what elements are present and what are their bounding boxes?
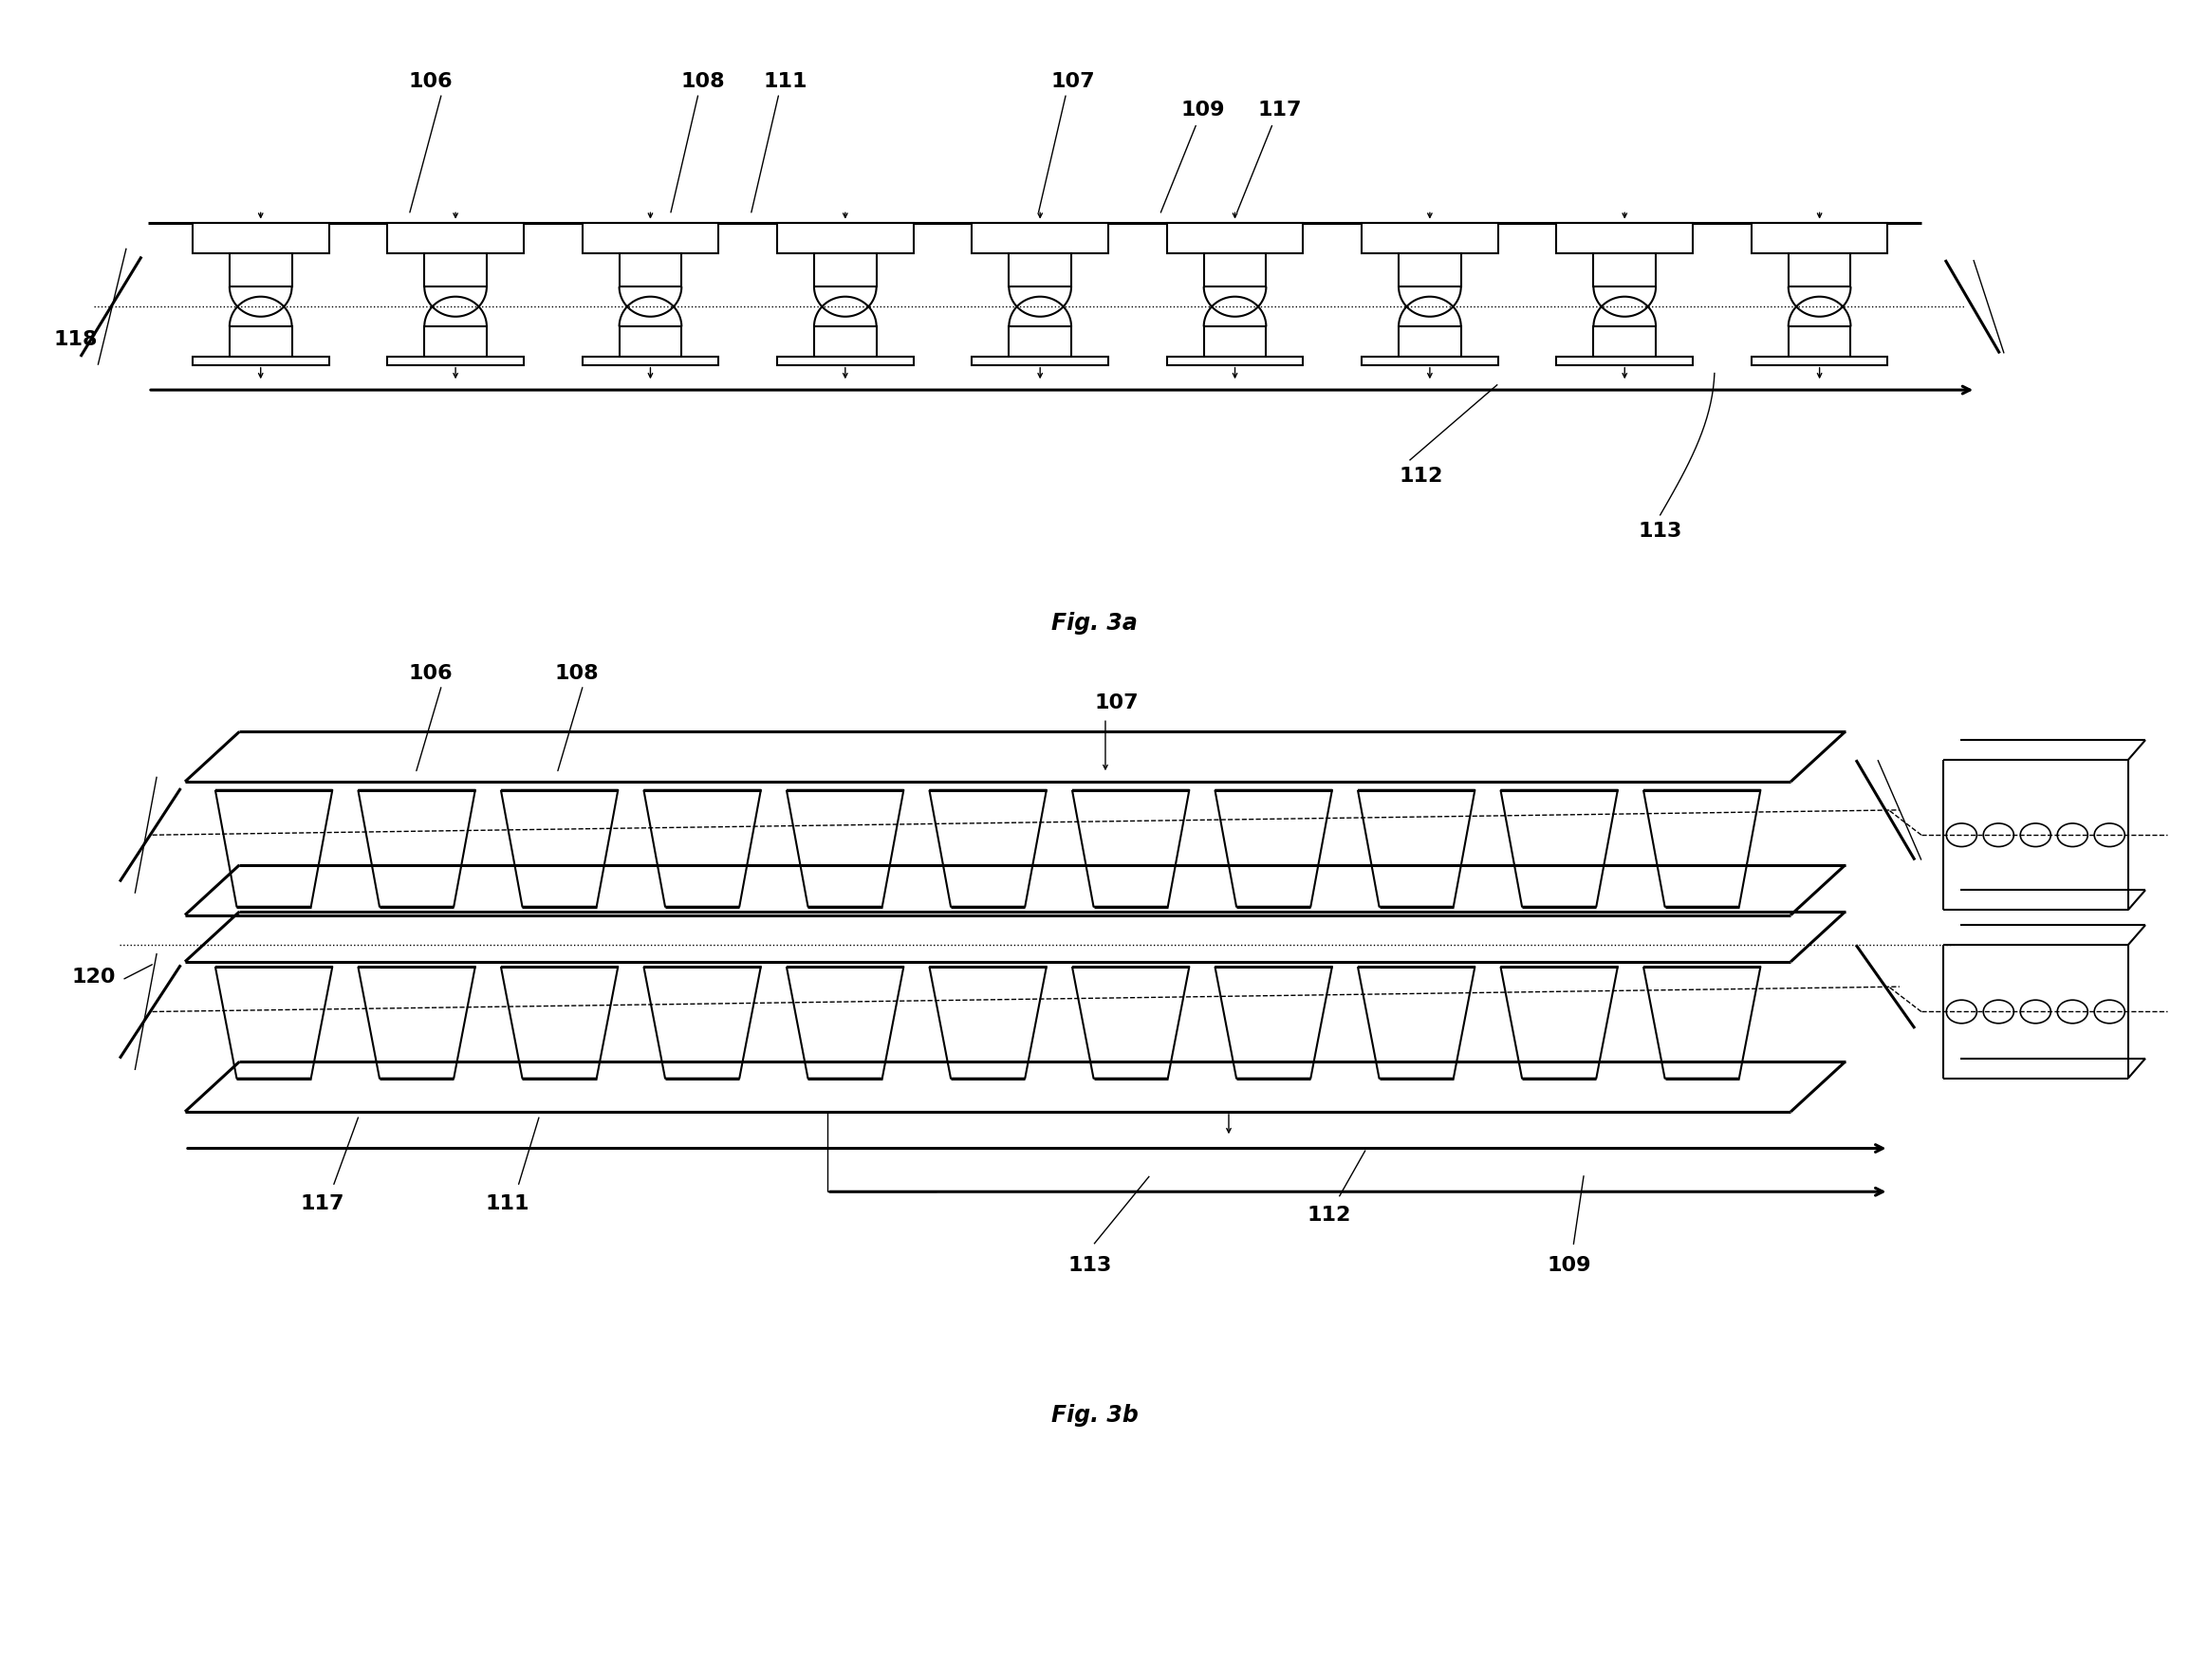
Bar [1399, 326, 1460, 356]
Text: 111: 111 [486, 1194, 530, 1213]
Text: 106: 106 [409, 72, 453, 91]
Text: 107: 107 [1051, 72, 1094, 91]
Bar [777, 356, 913, 365]
Bar [1009, 254, 1070, 287]
Bar [1204, 254, 1265, 287]
Text: 109: 109 [1548, 1255, 1591, 1275]
Bar [425, 254, 486, 287]
Bar [972, 356, 1108, 365]
Text: 117: 117 [300, 1194, 344, 1213]
Text: Fig. 3b: Fig. 3b [1051, 1404, 1138, 1426]
Bar [619, 254, 681, 287]
Bar [1167, 223, 1302, 254]
Bar [972, 223, 1108, 254]
Text: 109: 109 [1182, 101, 1226, 119]
Bar [1751, 223, 1887, 254]
Text: 107: 107 [1094, 694, 1138, 712]
Text: 113: 113 [1068, 1255, 1112, 1275]
Text: 112: 112 [1307, 1206, 1351, 1225]
Bar [387, 356, 523, 365]
Bar [230, 254, 291, 287]
Bar [814, 326, 876, 356]
Bar [1751, 356, 1887, 365]
Bar [814, 254, 876, 287]
Bar [1204, 326, 1265, 356]
Bar [619, 326, 681, 356]
Bar [1362, 356, 1497, 365]
Text: 106: 106 [409, 664, 453, 682]
Bar [1362, 223, 1497, 254]
Bar [1788, 254, 1850, 287]
Text: 112: 112 [1399, 467, 1443, 486]
Bar [230, 326, 291, 356]
Bar [387, 223, 523, 254]
Text: 111: 111 [764, 72, 808, 91]
Text: 120: 120 [72, 968, 116, 986]
Bar [1399, 254, 1460, 287]
Bar [1556, 356, 1692, 365]
Text: Fig. 3a: Fig. 3a [1051, 612, 1138, 635]
Bar [582, 356, 718, 365]
Text: 113: 113 [1637, 522, 1681, 541]
Text: 108: 108 [681, 72, 725, 91]
Bar [193, 356, 328, 365]
Bar [1556, 223, 1692, 254]
Bar [425, 326, 486, 356]
Bar [1594, 326, 1655, 356]
Bar [1788, 326, 1850, 356]
Bar [582, 223, 718, 254]
Text: 118: 118 [55, 331, 99, 349]
Bar [1594, 254, 1655, 287]
Bar [1167, 356, 1302, 365]
Bar [777, 223, 913, 254]
Text: 108: 108 [554, 664, 600, 682]
Text: 117: 117 [1256, 101, 1302, 119]
Bar [193, 223, 328, 254]
Bar [1009, 326, 1070, 356]
